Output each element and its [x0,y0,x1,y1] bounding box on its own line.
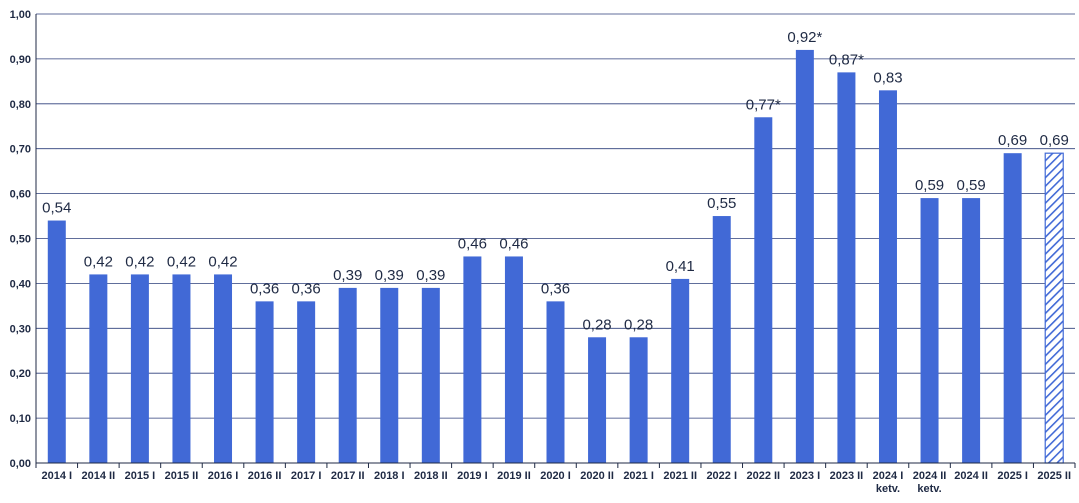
y-tick-label: 0,40 [10,278,31,290]
x-tick-label: 2023 I [790,470,821,482]
bar [255,301,274,463]
data-label: 0,92* [787,29,822,46]
bar [504,256,523,463]
bar [962,198,981,463]
data-label: 0,69 [998,132,1027,149]
data-label: 0,39 [333,267,362,284]
bar [754,117,773,464]
x-tick-label: 2017 I [291,470,322,482]
data-label: 0,42 [167,253,196,270]
y-tick-label: 0,60 [10,189,31,201]
x-tick-label: 2024 II [954,470,988,482]
data-label: 0,39 [375,267,404,284]
bar [172,274,191,463]
data-label: 0,42 [125,253,154,270]
bar [89,274,108,463]
y-axis: 0,00 0,10 0,20 0,30 0,40 0,50 0,60 0,70 0,80 0,90… [10,9,37,470]
y-tick-label: 0,90 [10,54,31,66]
x-tick-label: 2021 II [663,470,697,482]
bar [47,220,66,463]
data-label: 0,41 [666,258,695,275]
y-tick-label: 1,00 [10,9,31,21]
x-tick-label: 2021 I [623,470,654,482]
x-tick-label: 2025 II [1037,470,1071,482]
x-tick-label: 2016 I [208,470,239,482]
data-label: 0,54 [42,200,71,217]
y-tick-label: 0,80 [10,99,31,111]
x-tick-label: 2019 I [457,470,488,482]
x-tick-label: 2015 II [165,470,199,482]
data-label: 0,42 [84,253,113,270]
x-tick-label: 2023 II [830,470,864,482]
bar [380,287,399,463]
data-label: 0,36 [292,280,321,297]
bar [463,256,482,463]
x-tick-label: 2015 I [125,470,156,482]
data-labels: 0,54 0,42 0,42 0,42 0,42 0,36 0,36 0,39 0,39 0,39… [42,29,1069,333]
x-tick-label: 2014 I [41,470,72,482]
bar [130,274,149,463]
data-label: 0,55 [707,195,736,212]
bar [1003,153,1022,463]
x-tick-label: 2020 II [580,470,614,482]
y-tick-label: 0,00 [10,458,31,470]
data-label: 0,36 [541,280,570,297]
y-tick-label: 0,30 [10,323,31,335]
x-tick-label: 2017 II [331,470,365,482]
data-label: 0,77* [746,96,781,113]
data-label: 0,59 [915,177,944,194]
data-label: 0,59 [956,177,985,194]
bar [1044,152,1064,464]
x-tick-label: 2019 II [497,470,531,482]
x-tick-label: 2014 II [82,470,116,482]
x-tick-label: 2022 I [706,470,737,482]
x-tick-label: 2016 II [248,470,282,482]
x-tick-label: 2020 I [540,470,571,482]
data-label: 0,39 [416,267,445,284]
x-tick-label: 2025 I [997,470,1028,482]
data-label: 0,42 [208,253,237,270]
data-label: 0,87* [829,51,864,68]
bar [588,337,607,463]
y-tick-label: 0,50 [10,234,31,246]
bar [837,72,856,464]
data-label: 0,83 [873,69,902,86]
bar [671,278,690,463]
data-label: 0,36 [250,280,279,297]
bar [878,90,897,463]
gridlines [36,13,1075,419]
data-label: 0,69 [1040,132,1069,149]
data-label: 0,46 [499,235,528,252]
x-tick-label: 2024 II ketv. [913,470,947,495]
bar [920,198,939,463]
x-tick-label: 2018 I [374,470,405,482]
bar [795,49,814,464]
x-tick-label: 2018 II [414,470,448,482]
data-label: 0,46 [458,235,487,252]
bar [546,301,565,463]
bars-group [47,49,1064,464]
bar [214,274,233,463]
y-tick-label: 0,20 [10,368,31,380]
data-label: 0,28 [624,316,653,333]
bar [297,301,316,463]
bar [421,287,440,463]
bar [338,287,357,463]
bar [629,337,648,463]
x-axis: 2014 I 2014 II 2015 I 2015 II 2016 I 2016 II 2… [35,462,1076,495]
bar [712,216,731,463]
x-tick-label: 2022 II [746,470,780,482]
data-label: 0,28 [582,316,611,333]
y-tick-label: 0,10 [10,413,31,425]
y-tick-label: 0,70 [10,144,31,156]
